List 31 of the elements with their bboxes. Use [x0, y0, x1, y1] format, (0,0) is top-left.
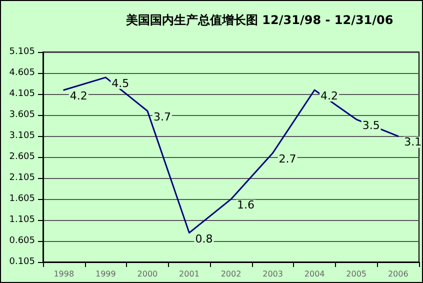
x-tick-label: 2006: [388, 270, 408, 278]
y-tick-label: 2.105: [9, 173, 35, 183]
y-tick-label: 1.105: [9, 215, 35, 225]
y-tick-label: 5.105: [9, 47, 35, 57]
y-tick-label: 1.605: [9, 194, 35, 204]
x-tick-label: 2000: [137, 270, 158, 278]
data-label: 1.6: [237, 198, 254, 212]
x-tick-label: 2001: [179, 270, 200, 278]
data-label: 3.1: [404, 136, 422, 149]
data-label: 4.5: [112, 76, 130, 90]
data-label: 4.2: [320, 90, 338, 103]
data-label: 2.7: [278, 152, 296, 166]
x-tick-label: 1998: [54, 270, 74, 278]
data-label: 0.8: [195, 232, 213, 246]
data-label: 3.7: [153, 110, 171, 124]
y-tick-label: 3.105: [9, 131, 35, 141]
y-tick-label: 2.605: [9, 152, 35, 162]
y-tick-label: 0.605: [9, 236, 35, 246]
x-tick-label: 2003: [262, 270, 283, 278]
line-series: [63, 76, 399, 234]
y-tick-label: 4.605: [9, 68, 35, 78]
data-label: 3.5: [362, 118, 380, 132]
x-tick-label: 2004: [304, 270, 325, 278]
x-tick-label: 2005: [346, 270, 367, 278]
y-tick-label: 3.605: [9, 110, 35, 120]
data-label: 4.2: [70, 90, 88, 103]
y-tick-label: 0.105: [9, 257, 35, 267]
chart-title: 美国国内生产总值增长图 12/31/98 - 12/31/06: [125, 13, 394, 27]
x-tick-label: 2002: [220, 270, 242, 278]
x-tick-label: 1999: [95, 270, 116, 278]
y-tick-label: 4.105: [9, 89, 35, 99]
